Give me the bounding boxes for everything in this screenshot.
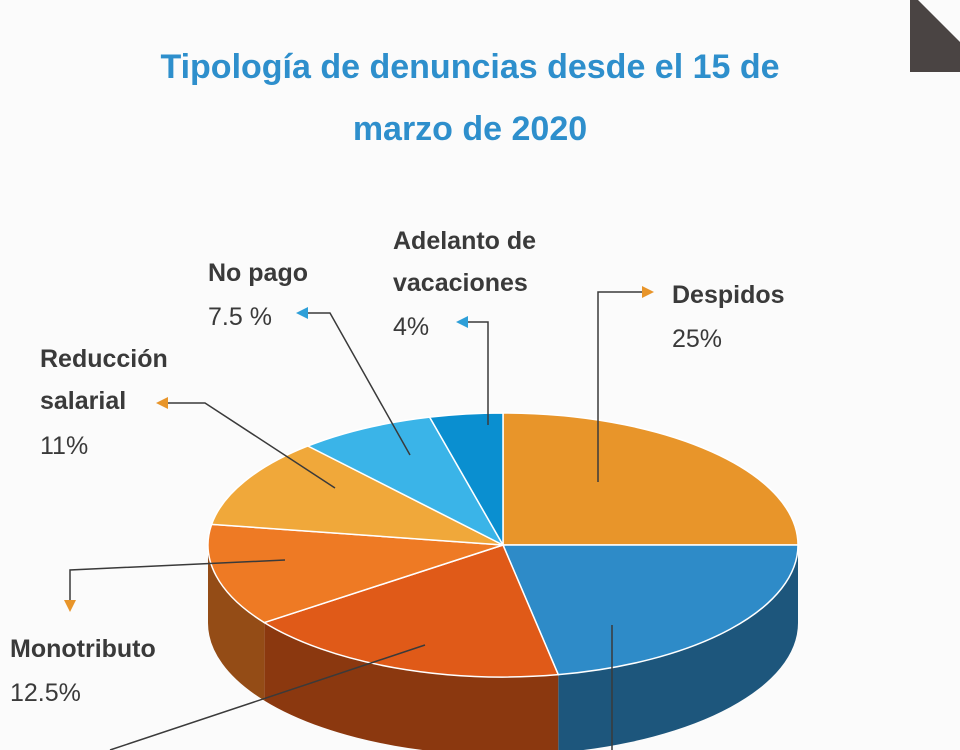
slice-label: Despidos [672, 281, 785, 309]
slice-label: Monotributo [10, 635, 156, 663]
leader-line [64, 559, 286, 612]
slice-label: Reducción salarial [40, 345, 168, 415]
slice-side [208, 545, 265, 701]
slice [502, 412, 799, 546]
slice [207, 523, 504, 624]
slice [428, 412, 504, 548]
leader-line [456, 316, 489, 425]
value-label: 4% [393, 313, 430, 341]
value-label: 12.5% [10, 679, 81, 707]
corner-shape [910, 0, 960, 72]
slice [306, 416, 505, 547]
leader-line [296, 307, 411, 456]
slice [262, 544, 560, 678]
leader-line [156, 397, 336, 489]
slice [501, 544, 799, 676]
leaders [64, 286, 654, 750]
leader-line [597, 286, 654, 482]
slice-side [558, 545, 798, 750]
value-label: 7.5 % [208, 303, 272, 331]
value-label: 11% [40, 432, 89, 460]
slice-label: Adelanto de vacaciones [393, 227, 537, 297]
value-label: 25% [672, 325, 723, 353]
slice-label: No pago [208, 259, 308, 287]
chart-title: Tipología de denuncias desde el 15 de ma… [160, 48, 780, 148]
pie [207, 412, 799, 750]
leader-line [109, 644, 426, 750]
slice [210, 445, 504, 546]
